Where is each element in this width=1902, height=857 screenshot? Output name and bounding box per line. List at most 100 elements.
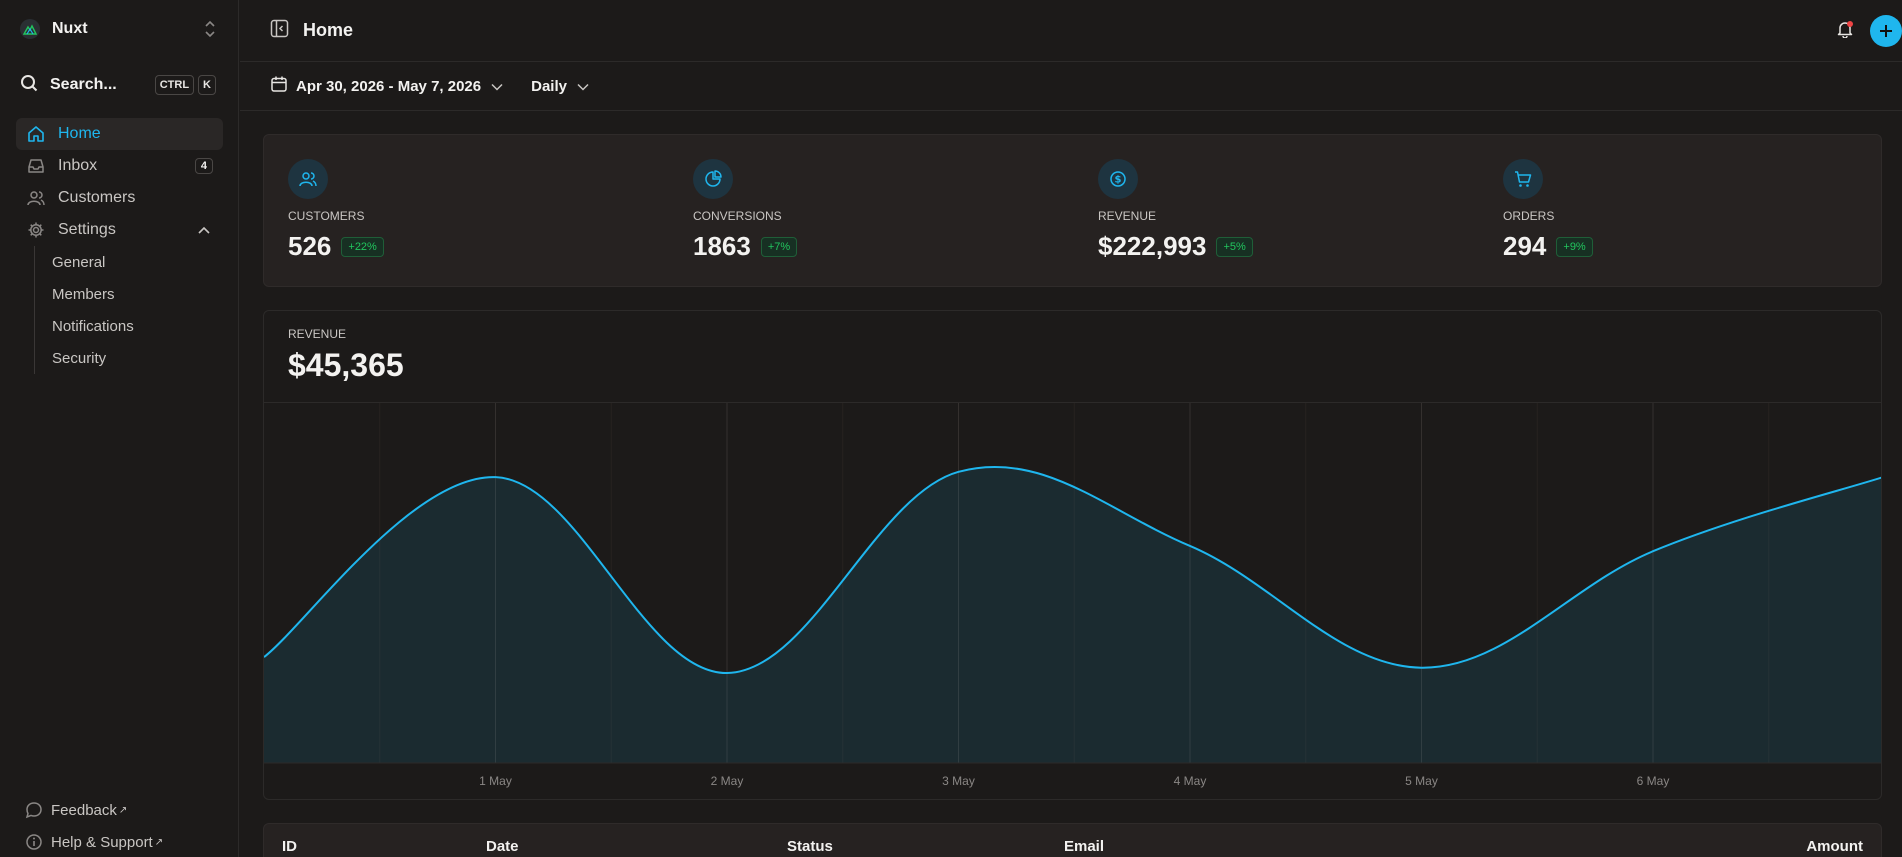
stat-value: 1863 [693, 231, 751, 261]
sidebar-subitem-notifications[interactable]: Notifications [52, 317, 134, 335]
x-tick-label: 1 May [479, 774, 512, 788]
add-button[interactable] [1870, 15, 1902, 47]
chevron-down-icon [491, 78, 503, 95]
revenue-chart-card: REVENUE $45,365 1 May 2 May 3 May 4 May 5 Ma… [263, 310, 1882, 800]
column-header-date[interactable]: Date [486, 838, 519, 855]
stat-change-badge: +5% [1216, 236, 1253, 257]
dollar-circle-icon: $ [1098, 159, 1138, 199]
period-select[interactable]: Daily [531, 78, 589, 95]
stat-change-badge: +22% [341, 236, 384, 257]
chart-point[interactable] [1650, 548, 1656, 554]
chart-point[interactable] [956, 469, 962, 475]
users-icon [26, 188, 46, 208]
column-header-id[interactable]: ID [282, 838, 297, 855]
page-header: Home [240, 0, 1902, 62]
chart-point[interactable] [493, 474, 499, 480]
settings-subnav: General Members Notifications Security [34, 246, 223, 374]
x-tick-label: 6 May [1637, 774, 1670, 788]
dashboard-toolbar: Apr 30, 2026 - May 7, 2026 Daily [240, 62, 1902, 111]
chart-point[interactable] [724, 670, 730, 676]
gear-icon [26, 220, 46, 240]
notification-dot [1847, 21, 1853, 27]
page-title: Home [303, 20, 354, 40]
sidebar-nav: Home Inbox 4 Customers Settings Genera [16, 118, 223, 374]
sidebar-subitem-general[interactable]: General [52, 253, 106, 271]
chevron-down-icon [577, 78, 589, 95]
column-header-status[interactable]: Status [787, 838, 833, 855]
chart-area[interactable]: 1 May 2 May 3 May 4 May 5 May 6 May [264, 403, 1882, 800]
stat-value: 526 [288, 231, 332, 261]
stat-conversions[interactable]: Conversions 1863 +7% [693, 159, 1073, 262]
period-label: Daily [531, 77, 567, 95]
sidebar-item-home[interactable]: Home [16, 118, 223, 150]
search-icon [20, 74, 38, 96]
stat-value: 294 [1503, 231, 1547, 261]
stat-change-badge: +7% [760, 236, 798, 257]
help-support-label: Help & Support [51, 833, 153, 851]
chart-label: REVENUE [288, 327, 347, 341]
inbox-icon [26, 156, 46, 176]
external-link-icon: ↗ [154, 836, 164, 848]
plus-icon [1880, 25, 1892, 37]
sidebar-collapse-icon[interactable] [270, 19, 289, 42]
x-tick-label: 3 May [942, 774, 975, 788]
team-name: Nuxt [52, 20, 88, 37]
kbd-ctrl: CTRL [154, 75, 195, 95]
stats-card: Customers 526 +22% Conversions 1863 +7% … [263, 134, 1882, 287]
stat-revenue[interactable]: $ Revenue $222,993 +5% [1098, 159, 1478, 262]
chart-header: REVENUE $45,365 [264, 311, 1881, 403]
header-actions [1828, 14, 1902, 48]
sidebar: Nuxt Search... CTRL K Home Inbox 4 [0, 0, 239, 857]
stat-label: Orders [1503, 209, 1555, 223]
column-header-email[interactable]: Email [1064, 838, 1105, 855]
search-label: Search... [50, 76, 117, 93]
stat-orders[interactable]: Orders 294 +9% [1503, 159, 1883, 262]
cart-icon [1503, 159, 1543, 199]
nuxt-logo-icon [20, 19, 40, 39]
notifications-button[interactable] [1828, 14, 1862, 48]
sidebar-item-customers[interactable]: Customers [16, 182, 223, 214]
users-icon [288, 159, 328, 199]
external-link-icon: ↗ [118, 804, 128, 816]
stat-label: Revenue [1098, 209, 1157, 223]
stat-change-badge: +9% [1556, 236, 1593, 257]
orders-table: ID Date Status Email Amount [263, 823, 1882, 857]
stat-value: $222,993 [1098, 231, 1207, 261]
sidebar-subitem-members[interactable]: Members [52, 285, 115, 303]
stat-label: Conversions [693, 209, 782, 223]
info-circle-icon [25, 833, 43, 851]
x-tick-label: 2 May [711, 774, 744, 788]
date-range-picker[interactable]: Apr 30, 2026 - May 7, 2026 [270, 75, 503, 97]
chevron-up-down-icon [204, 20, 216, 38]
feedback-link[interactable]: Feedback ↗ [25, 794, 225, 826]
inbox-count-badge: 4 [194, 158, 213, 174]
revenue-chart[interactable]: 1 May 2 May 3 May 4 May 5 May 6 May [264, 403, 1882, 800]
sidebar-item-label: Inbox [58, 157, 98, 174]
sidebar-subitem-security[interactable]: Security [52, 349, 107, 367]
team-switcher[interactable]: Nuxt [20, 14, 216, 44]
chart-total: $45,365 [288, 347, 404, 383]
sidebar-item-label: Home [58, 125, 101, 142]
help-support-link[interactable]: Help & Support ↗ [25, 826, 225, 857]
search-button[interactable]: Search... CTRL K [20, 72, 216, 98]
sidebar-item-settings[interactable]: Settings [16, 214, 223, 246]
x-tick-label: 5 May [1405, 774, 1438, 788]
stat-customers[interactable]: Customers 526 +22% [288, 159, 668, 262]
stat-label: Customers [288, 209, 365, 223]
home-icon [26, 124, 46, 144]
main-content: Home Apr 30, 2026 - May 7, 2026 Dai [240, 0, 1902, 857]
feedback-label: Feedback [51, 801, 117, 819]
chart-point[interactable] [1419, 665, 1425, 671]
x-tick-label: 4 May [1174, 774, 1207, 788]
sidebar-item-label: Customers [58, 189, 136, 206]
sidebar-footer: Feedback ↗ Help & Support ↗ [25, 794, 225, 857]
kbd-k: K [198, 75, 216, 95]
chart-series-line [264, 466, 1881, 675]
calendar-icon [270, 75, 288, 97]
chevron-up-icon[interactable] [197, 222, 211, 239]
column-header-amount[interactable]: Amount [1806, 838, 1863, 855]
sidebar-item-inbox[interactable]: Inbox 4 [16, 150, 223, 182]
pie-chart-icon [693, 159, 733, 199]
chart-area-fill [264, 467, 1881, 763]
chart-point[interactable] [1187, 543, 1193, 549]
